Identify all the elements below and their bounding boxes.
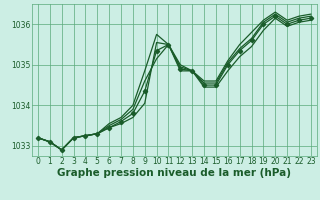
X-axis label: Graphe pression niveau de la mer (hPa): Graphe pression niveau de la mer (hPa) [57, 168, 292, 178]
